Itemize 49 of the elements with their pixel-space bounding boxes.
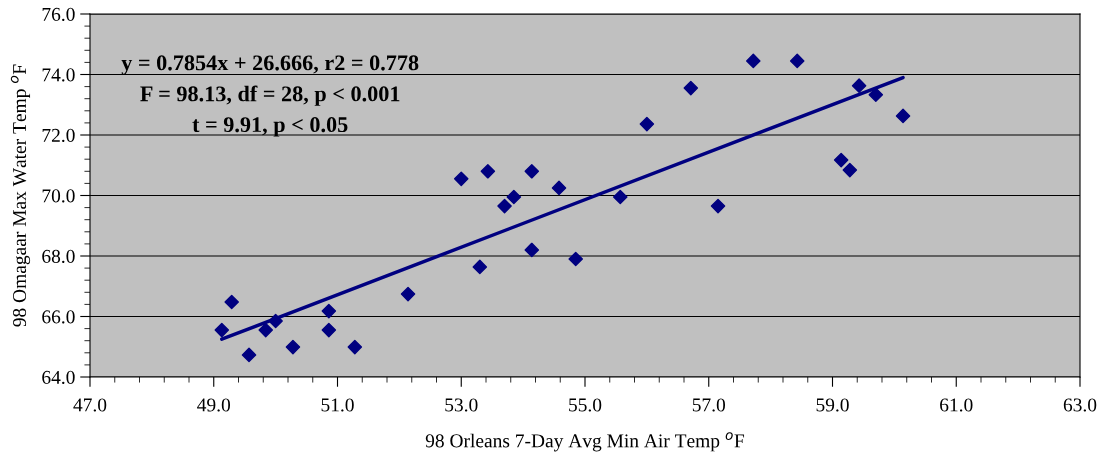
point [347, 339, 363, 355]
y-tick-label: 72.0 [42, 128, 75, 143]
point [285, 339, 301, 355]
point [258, 322, 274, 338]
x-tick-label: 51.0 [321, 398, 354, 412]
point [524, 242, 540, 258]
y-tick-label: 74.0 [42, 68, 75, 82]
point [321, 303, 337, 319]
x-tick-label: 53.0 [445, 398, 478, 412]
x-tick-label: 47.0 [73, 398, 107, 412]
point [639, 116, 655, 132]
x-axis-title: 98 Orleans 7-Day Avg Min Air Temp $^{o}$F [425, 432, 745, 452]
point [833, 152, 849, 168]
point [497, 198, 512, 214]
point [453, 171, 469, 187]
point [895, 108, 911, 124]
y-tick-label: 68.0 [42, 249, 75, 264]
x-tick-label: 63.0 [1063, 398, 1097, 412]
x-tick-label: 59.0 [816, 398, 849, 412]
y-axis-title: 98 Omagaar Max Water Temp $^{o}$F [10, 64, 31, 327]
point [480, 164, 496, 179]
point [224, 294, 239, 310]
annotation: t = 9.91, p < 0.05 [192, 117, 348, 137]
y-tick-label: 70.0 [42, 189, 75, 203]
y-tick-label: 76.0 [42, 7, 75, 22]
y-tick-label: 66.0 [42, 310, 75, 324]
point [241, 347, 257, 363]
point [851, 78, 867, 93]
point [524, 164, 540, 179]
point [551, 180, 567, 196]
annotation: F = 98.13, df = 28, p < 0.001 [140, 85, 400, 106]
point [321, 322, 337, 338]
x-tick-label: 61.0 [940, 398, 973, 412]
point [868, 87, 884, 103]
point [400, 286, 416, 302]
point [472, 259, 488, 275]
point [789, 53, 805, 69]
x-tick-label: 57.0 [692, 398, 726, 412]
x-tick-label: 49.0 [197, 398, 231, 412]
point [612, 189, 628, 205]
point [683, 80, 699, 96]
y-tick-label: 64.0 [42, 370, 75, 385]
point [746, 53, 761, 69]
x-tick-label: 55.0 [569, 398, 602, 412]
point [506, 189, 522, 205]
point [842, 162, 858, 178]
point [568, 251, 584, 267]
point [710, 198, 726, 214]
point [214, 322, 230, 338]
